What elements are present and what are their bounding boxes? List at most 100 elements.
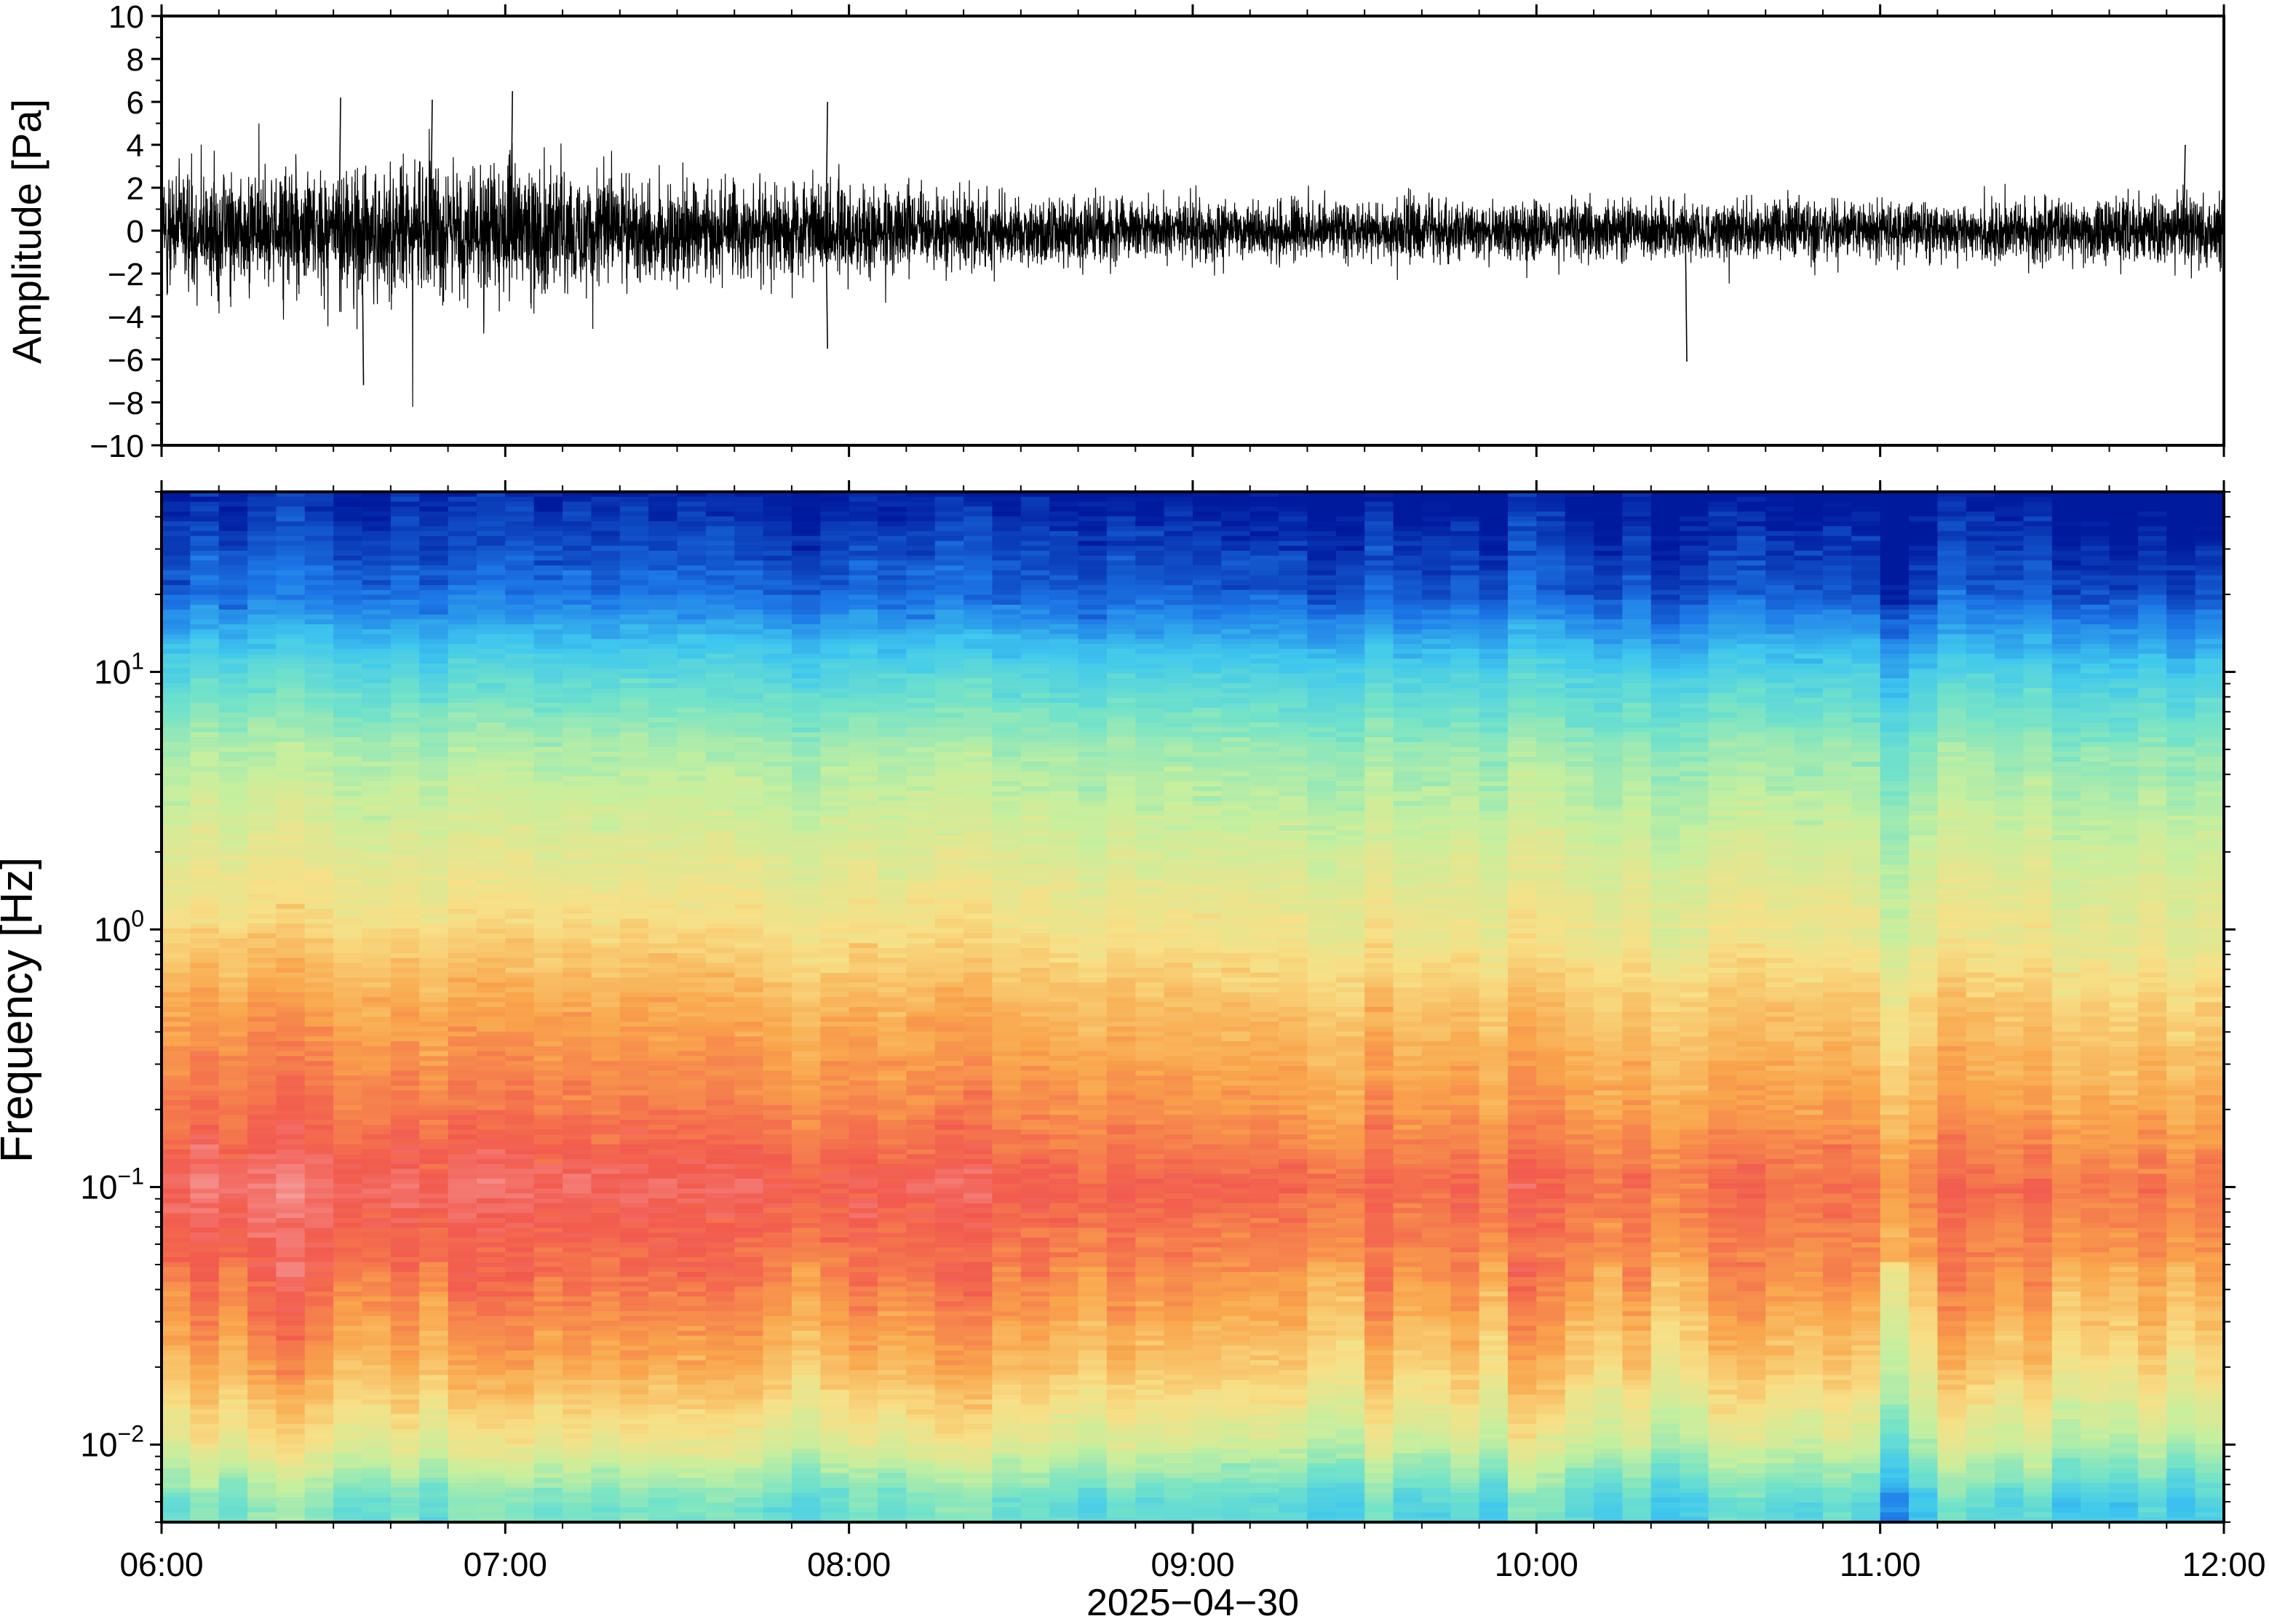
spectrogram-heatmap [162, 492, 2225, 1523]
spectrogram-cell [2109, 585, 2139, 591]
spectrogram-cell [505, 560, 535, 566]
spectrogram-cell [2166, 766, 2196, 773]
spectrogram-cell [1851, 644, 1881, 650]
spectrogram-cell [1507, 492, 1538, 498]
spectrogram-cell [563, 786, 592, 792]
spectrogram-cell [934, 771, 964, 777]
spectrogram-cell [1794, 707, 1824, 714]
spectrogram-cell [1851, 550, 1881, 557]
spectrogram-cell [1507, 805, 1538, 812]
spectrogram-cell [1622, 629, 1652, 635]
spectrogram-cell [1966, 682, 1995, 689]
spectrogram-cell [763, 702, 792, 709]
spectrogram-cell [820, 727, 850, 733]
spectrogram-cell [390, 717, 421, 723]
spectrogram-cell [820, 781, 850, 787]
spectrogram-cell [1393, 570, 1423, 576]
spectrogram-cell [1164, 511, 1193, 517]
spectrogram-cell [1049, 624, 1079, 630]
spectrogram-cell [906, 791, 936, 797]
spectrogram-cell [1966, 624, 1995, 630]
spectrogram-cell [2195, 511, 2225, 517]
spectrogram-cell [2137, 717, 2168, 723]
spectrogram-cell [247, 501, 277, 508]
spectrogram-cell [1680, 664, 1709, 669]
spectrogram-cell [1393, 776, 1423, 782]
spectrogram-cell [1736, 682, 1767, 689]
spectrogram-cell [2109, 800, 2139, 807]
spectrogram-cell [1106, 727, 1137, 733]
spectrogram-cell [2166, 555, 2196, 562]
spectrogram-cell [1966, 776, 1995, 782]
spectrogram-cell [563, 496, 592, 503]
spectrogram-cell [1164, 546, 1193, 552]
spectrogram-cell [1479, 536, 1509, 542]
spectrogram-cell [677, 698, 707, 704]
spectrogram-cell [1594, 761, 1624, 768]
spectrogram-cell [2166, 702, 2196, 709]
spectrogram-cell [1880, 501, 1910, 508]
spectrogram-cell [533, 589, 563, 596]
spectrogram-cell [591, 712, 621, 718]
spectrogram-cell [1221, 530, 1251, 537]
spectrogram-cell [1421, 664, 1452, 669]
spectrogram-cell [1078, 811, 1108, 816]
waveform-peak [338, 97, 341, 231]
spectrogram-cell [705, 589, 736, 596]
spectrogram-cell [1106, 741, 1137, 748]
spectrogram-cell [648, 516, 678, 522]
spectrogram-cell [677, 541, 707, 546]
spectrogram-cell [934, 707, 964, 714]
spectrogram-cell [476, 575, 506, 581]
spectrogram-cell [1995, 639, 2024, 645]
spectrogram-cell [1106, 796, 1137, 802]
spectrogram-cell [1995, 580, 2024, 586]
spectrogram-cell [1680, 741, 1709, 748]
spectrogram-cell [591, 727, 621, 733]
spectrogram-cell [934, 791, 964, 797]
spectrogram-cell [533, 668, 563, 674]
spectrogram-cell [1536, 752, 1566, 757]
spectrogram-cell [563, 776, 592, 782]
spectrogram-cell [1249, 629, 1279, 635]
spectrogram-cell [333, 575, 363, 581]
spectrogram-cell [677, 717, 707, 723]
spectrogram-cell [1193, 776, 1223, 782]
spectrogram-cell [2195, 550, 2225, 557]
spectrogram-cell [677, 648, 707, 655]
spectrogram-cell [390, 526, 421, 532]
spectrogram-cell [878, 555, 907, 562]
spectrogram-cell [705, 605, 736, 610]
spectrogram-cell [1909, 526, 1939, 532]
spectrogram-cell [276, 678, 306, 684]
spectrogram-cell [1966, 614, 1995, 621]
spectrogram-cell [247, 766, 277, 773]
spectrogram-cell [1708, 506, 1738, 512]
spectrogram-cell [1851, 546, 1881, 552]
spectrogram-cell [333, 688, 363, 694]
spectrogram-cell [1479, 737, 1509, 743]
spectrogram-cell [563, 526, 592, 532]
spectrogram-cell [533, 737, 563, 743]
spectrogram-cell [1364, 752, 1394, 757]
spectrogram-cell [1851, 776, 1881, 782]
spectrogram-cell [1078, 639, 1108, 645]
spectrogram-cell [878, 786, 907, 792]
spectrogram-cell [1995, 707, 2024, 714]
spectrogram-cell [2023, 511, 2053, 517]
spectrogram-cell [1794, 496, 1824, 503]
spectrogram-cell [2051, 668, 2081, 674]
spectrogram-cell [1565, 791, 1594, 797]
spectrogram-cell [218, 781, 248, 787]
spectrogram-cell [2166, 707, 2196, 714]
spectrogram-cell [2166, 492, 2196, 498]
spectrogram-cell [1450, 634, 1480, 640]
spectrogram-cell [591, 771, 621, 777]
spectrogram-cell [934, 781, 964, 787]
spectrogram-cell [304, 614, 334, 621]
spectrogram-cell [2051, 688, 2081, 694]
spectrogram-cell [648, 624, 678, 630]
spectrogram-cell [1650, 707, 1680, 714]
spectrogram-cell [963, 560, 993, 566]
spectrogram-cell [1279, 614, 1308, 621]
